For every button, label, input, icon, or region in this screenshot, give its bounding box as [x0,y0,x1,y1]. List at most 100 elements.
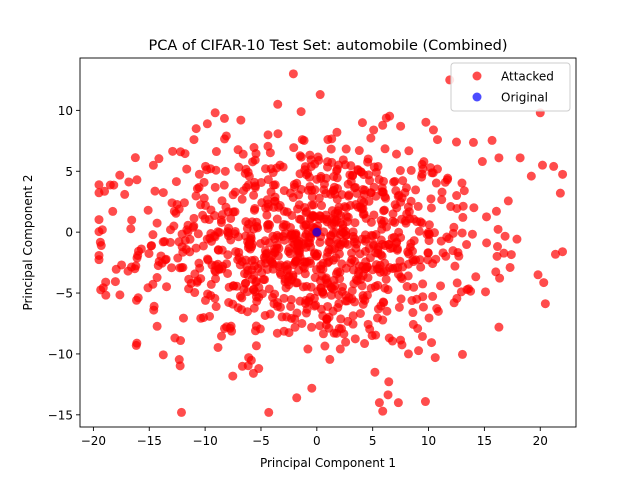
attacked-point [540,299,550,309]
attacked-point [353,269,363,279]
attacked-point [458,212,468,222]
attacked-point [301,208,311,218]
attacked-point [224,223,234,233]
attacked-point [131,295,141,305]
attacked-point [380,258,390,268]
attacked-point [250,287,260,297]
attacked-point [430,353,440,363]
attacked-point [120,189,130,199]
attacked-point [292,393,302,403]
y-axis-label: Principal Component 2 [21,174,35,310]
attacked-point [424,220,434,230]
attacked-point [452,203,462,213]
attacked-point [273,251,283,261]
attacked-point [409,236,419,246]
attacked-point [198,210,208,220]
y-tick-label: −15 [48,408,73,422]
attacked-point [303,168,313,178]
attacked-point [250,181,260,191]
attacked-point [168,146,178,156]
attacked-point [327,157,337,167]
attacked-point [247,256,257,266]
attacked-point [332,166,342,176]
attacked-point [115,290,125,300]
attacked-point [280,277,290,287]
attacked-point [178,313,188,323]
legend-marker-attacked [472,71,482,81]
attacked-point [396,294,406,304]
attacked-point [364,244,374,254]
attacked-point [303,185,313,195]
attacked-point [413,201,423,211]
attacked-point [152,321,162,331]
attacked-point [332,127,342,137]
attacked-point [363,273,373,283]
attacked-point [228,207,238,217]
attacked-point [382,306,392,316]
attacked-point [270,289,280,299]
attacked-point [286,301,296,311]
attacked-point [317,201,327,211]
attacked-point [288,69,298,79]
original-point [312,227,322,237]
attacked-point [253,263,263,273]
attacked-point [149,305,159,315]
attacked-point [380,283,390,293]
attacked-point [293,238,303,248]
attacked-point [254,364,264,374]
attacked-point [437,187,447,197]
attacked-point [234,162,244,172]
attacked-point [558,247,568,257]
attacked-point [471,272,481,282]
attacked-point [436,236,446,246]
attacked-point [160,237,170,247]
attacked-point [467,229,477,239]
attacked-point [494,153,504,163]
attacked-point [265,148,275,158]
attacked-point [411,185,421,195]
attacked-point [431,254,441,264]
attacked-point [211,165,221,175]
attacked-point [414,226,424,236]
attacked-point [189,135,199,145]
attacked-point [152,273,162,283]
attacked-point [263,175,273,185]
attacked-point [482,238,492,248]
attacked-point [251,341,261,351]
attacked-point [316,173,326,183]
attacked-point [241,164,251,174]
attacked-point [96,241,106,251]
attacked-point [267,257,277,267]
attacked-point [375,267,385,277]
attacked-point [202,165,212,175]
x-tick-label: −20 [81,434,106,448]
attacked-point [180,235,190,245]
attacked-point [452,293,462,303]
attacked-point [132,253,142,263]
attacked-point [451,137,461,147]
attacked-point [500,231,510,241]
attacked-point [298,282,308,292]
attacked-point [499,248,509,258]
attacked-point [537,160,547,170]
attacked-point [194,169,204,179]
attacked-point [130,153,140,163]
attacked-point [403,349,413,359]
attacked-point [457,228,467,238]
attacked-point [289,180,299,190]
attacked-point [326,144,336,154]
attacked-point [158,350,168,360]
attacked-point [360,230,370,240]
attacked-point [287,210,297,220]
attacked-point [481,287,491,297]
attacked-point [232,281,242,291]
attacked-point [286,295,296,305]
attacked-point [379,206,389,216]
attacked-point [348,311,358,321]
attacked-point [216,331,226,341]
attacked-point [244,353,254,363]
attacked-point [363,154,373,164]
attacked-point [348,227,358,237]
attacked-point [279,293,289,303]
attacked-point [234,247,244,257]
